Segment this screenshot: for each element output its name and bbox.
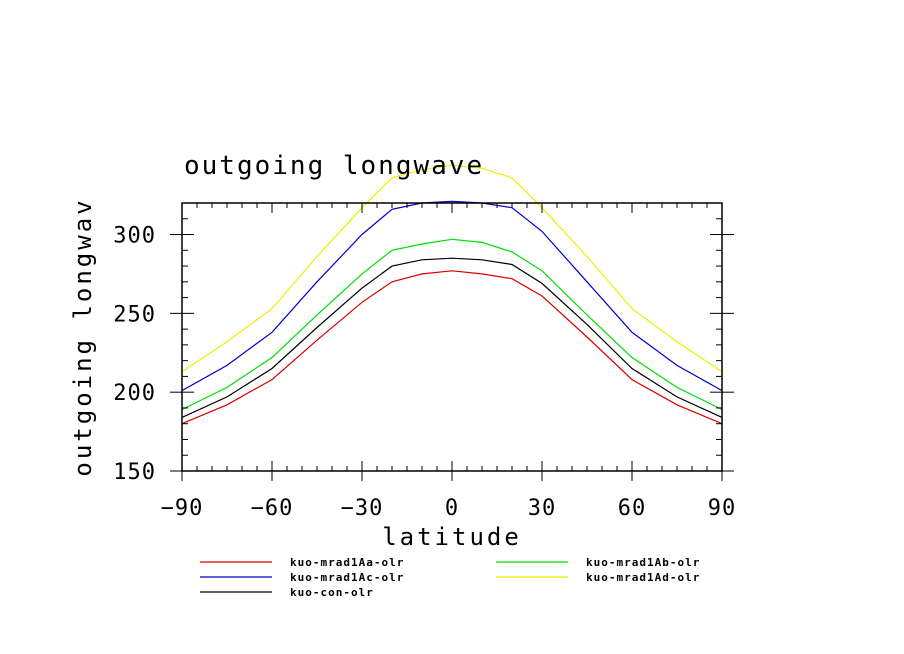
- y-tick-label: 150: [113, 460, 156, 485]
- legend-label: kuo-mrad1Aa-olr: [290, 556, 404, 569]
- series-line-4: [181, 257, 723, 418]
- y-tick-label: 250: [113, 302, 156, 327]
- chart-title: outgoing longwave: [184, 151, 484, 181]
- x-tick-labels: −90 −60 −30 0 30 60 90: [161, 496, 737, 521]
- legend-label: kuo-mrad1Ab-olr: [586, 556, 700, 569]
- series-line-0: [181, 270, 723, 425]
- series-line-1: [181, 238, 723, 411]
- plot-area-border: [181, 202, 723, 472]
- series-line-2: [181, 200, 723, 392]
- y-tick-label: 300: [113, 224, 156, 249]
- legend: kuo-mrad1Aa-olr kuo-mrad1Ac-olr kuo-con-ol…: [200, 556, 700, 599]
- y-tick-label: 200: [113, 381, 156, 406]
- x-tick-label: −60: [251, 496, 294, 521]
- x-tick-label: 30: [528, 496, 557, 521]
- x-tick-label: −30: [341, 496, 384, 521]
- x-tick-label: 0: [445, 496, 459, 521]
- legend-label: kuo-mrad1Ad-olr: [586, 571, 700, 584]
- series-layer: [181, 164, 723, 425]
- x-axis-title: latitude: [382, 523, 522, 551]
- x-tick-label: 60: [618, 496, 647, 521]
- legend-label: kuo-mrad1Ac-olr: [290, 571, 404, 584]
- x-tick-label: 90: [708, 496, 737, 521]
- x-tick-label: −90: [161, 496, 204, 521]
- series-line-3: [181, 164, 723, 373]
- y-tick-labels: 150 200 250 300: [113, 224, 156, 485]
- y-axis-title: outgoing longwav: [69, 197, 97, 476]
- axis-ticks: [170, 202, 734, 481]
- plot-frame: [181, 202, 723, 472]
- legend-label: kuo-con-olr: [290, 586, 374, 599]
